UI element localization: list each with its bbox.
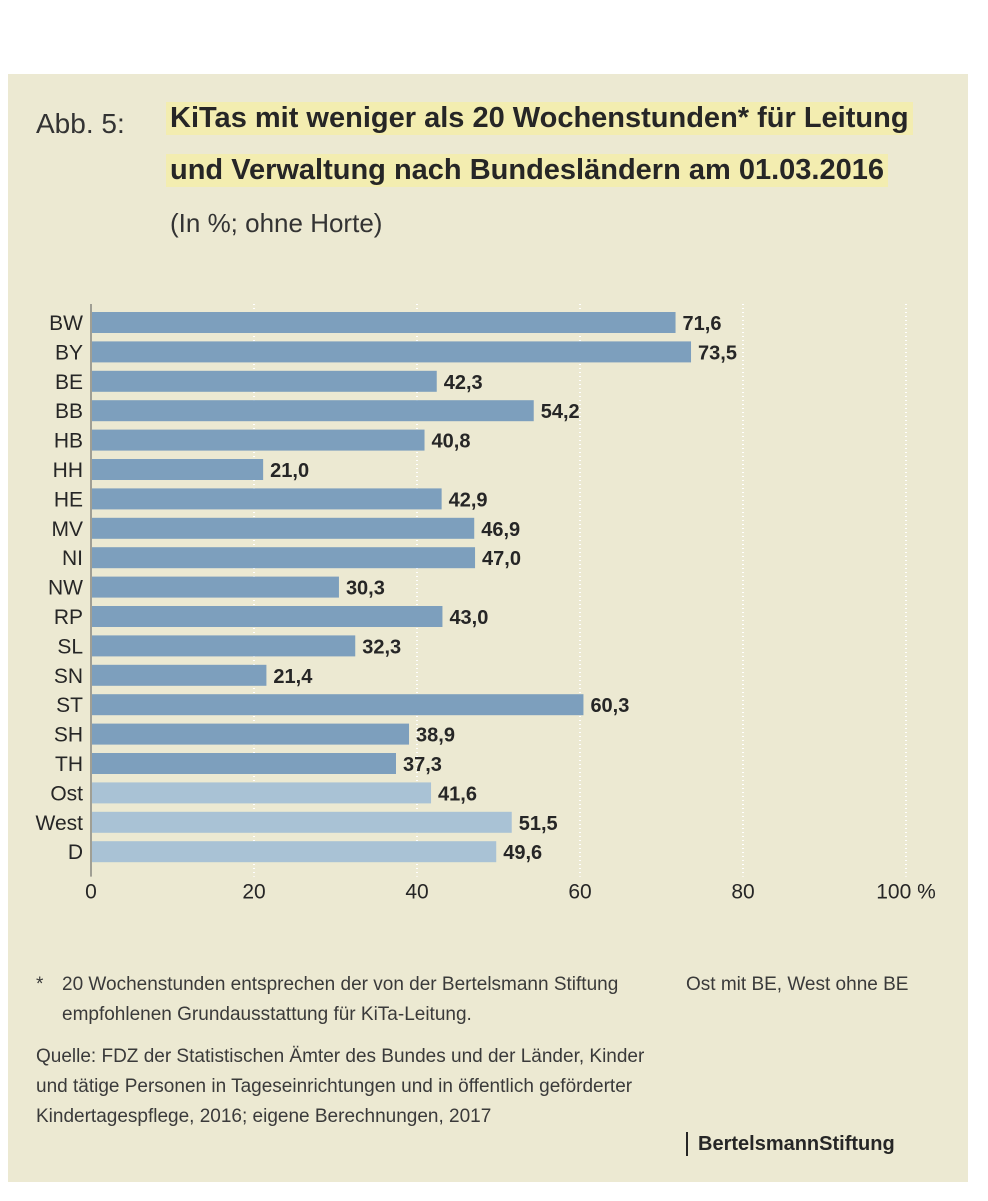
bar	[92, 341, 692, 363]
value-label: 21,4	[273, 666, 313, 688]
value-label: 54,2	[541, 401, 580, 423]
footnote-marker: *	[36, 974, 44, 995]
chart-panel: Abb. 5: KiTas mit weniger als 20 Wochens…	[8, 74, 968, 1182]
bar	[92, 664, 267, 686]
category-label: West	[36, 812, 84, 835]
bar	[92, 312, 676, 333]
bar	[92, 606, 443, 627]
bar-chart: BW 71,6 BY 73,5 BE 42,3 BB 54,2 HB 40,8 HH 21,0 HE 42…	[36, 304, 936, 904]
category-label: BY	[55, 341, 83, 364]
category-label: BE	[55, 371, 83, 394]
bar	[92, 547, 476, 569]
chart-title-line-2: und Verwaltung nach Bundesländern am 01.…	[166, 154, 888, 187]
category-label: MV	[52, 518, 84, 541]
bar	[92, 753, 396, 774]
category-label: Ost	[50, 782, 83, 805]
bar	[92, 370, 437, 392]
category-label: HH	[53, 459, 83, 482]
category-label: SL	[57, 635, 83, 658]
value-label: 49,6	[503, 842, 542, 864]
value-label: 71,6	[683, 313, 722, 335]
bar	[92, 782, 432, 804]
bar	[92, 400, 534, 422]
value-label: 60,3	[590, 695, 629, 717]
bar	[92, 576, 339, 598]
figure-label: Abb. 5:	[36, 108, 125, 139]
bar	[92, 635, 356, 657]
category-label: HB	[54, 430, 83, 453]
category-label: RP	[54, 606, 83, 629]
footnote-text: 20 Wochenstunden entsprechen der von der…	[62, 974, 619, 1025]
category-label: ST	[56, 694, 83, 717]
value-label: 51,5	[519, 813, 558, 835]
category-label: HE	[54, 488, 83, 511]
x-tick-label: 20	[242, 881, 265, 904]
value-label: 37,3	[403, 754, 442, 776]
value-label: 40,8	[432, 431, 471, 453]
value-label: 73,5	[698, 342, 737, 364]
value-label: 43,0	[449, 607, 488, 629]
value-label: 42,9	[449, 489, 488, 511]
region-note: Ost mit BE, West ohne BE	[686, 974, 909, 995]
x-tick-label: 40	[405, 881, 428, 904]
category-label: NI	[62, 547, 83, 570]
bar	[92, 517, 475, 539]
category-label: SN	[54, 665, 83, 688]
category-label: NW	[48, 577, 83, 600]
value-label: 30,3	[346, 578, 385, 600]
value-label: 42,3	[444, 372, 483, 394]
bar	[92, 459, 264, 480]
value-label: 32,3	[362, 636, 401, 658]
chart-subtitle: (In %; ohne Horte)	[170, 208, 383, 238]
x-tick-label: 100 %	[876, 881, 936, 904]
source-text: Quelle: FDZ der Statistischen Ämter des …	[36, 1046, 645, 1127]
bar	[92, 723, 410, 745]
category-label: BW	[49, 312, 83, 335]
value-label: 46,9	[481, 519, 520, 541]
chart-title-line-1: KiTas mit weniger als 20 Wochenstunden* …	[166, 102, 913, 135]
bar	[92, 488, 442, 510]
bar	[92, 841, 497, 863]
bar	[92, 429, 425, 451]
category-label: BB	[55, 400, 83, 423]
bar	[92, 694, 584, 716]
bar	[92, 811, 512, 833]
value-label: 47,0	[482, 548, 521, 570]
x-tick-label: 60	[568, 881, 591, 904]
brand-logo: BertelsmannStiftung	[686, 1132, 895, 1156]
category-label: SH	[54, 724, 83, 747]
value-label: 21,0	[270, 460, 309, 482]
value-label: 38,9	[416, 725, 455, 747]
value-label: 41,6	[438, 783, 477, 805]
category-label: D	[68, 841, 83, 864]
x-tick-label: 0	[85, 881, 97, 904]
x-tick-label: 80	[731, 881, 754, 904]
footnote: * 20 Wochenstunden entsprechen der von d…	[36, 970, 676, 1030]
category-label: TH	[55, 753, 83, 776]
